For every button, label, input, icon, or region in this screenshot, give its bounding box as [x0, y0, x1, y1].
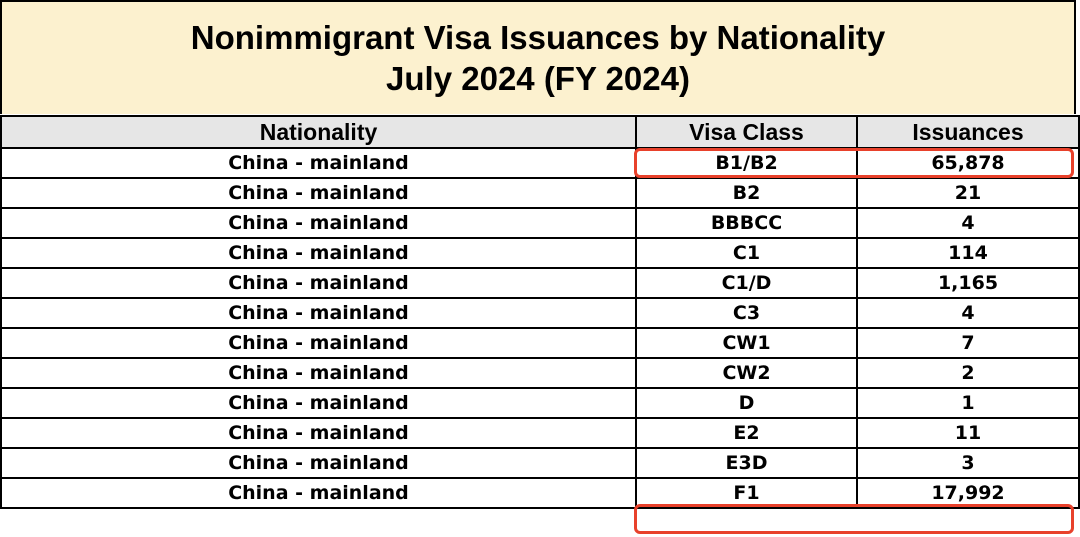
nationality-cell: China - mainland: [0, 417, 637, 449]
visa-class-cell: C1/D: [635, 267, 858, 299]
nationality-cell: China - mainland: [0, 207, 637, 239]
header-row: Nationality Visa Class Issuances: [0, 115, 1080, 149]
issuances-cell: 4: [856, 207, 1080, 239]
issuances-cell: 7: [856, 327, 1080, 359]
issuances-cell: 11: [856, 417, 1080, 449]
table-row: China - mainland C1 114: [0, 237, 1080, 269]
table-row: China - mainland CW2 2: [0, 357, 1080, 389]
visa-class-cell: D: [635, 387, 858, 419]
nationality-cell: China - mainland: [0, 297, 637, 329]
visa-class-cell: CW1: [635, 327, 858, 359]
title-line-2: July 2024 (FY 2024): [386, 60, 690, 97]
table-row: China - mainland B2 21: [0, 177, 1080, 209]
nationality-cell: China - mainland: [0, 477, 637, 509]
issuances-cell: 2: [856, 357, 1080, 389]
header-visa-class: Visa Class: [635, 115, 858, 149]
nationality-cell: China - mainland: [0, 177, 637, 209]
table-row: China - mainland C3 4: [0, 297, 1080, 329]
title-line-1: Nonimmigrant Visa Issuances by Nationali…: [190, 19, 886, 56]
visa-class-cell: CW2: [635, 357, 858, 389]
nationality-cell: China - mainland: [0, 447, 637, 479]
table-row: China - mainland C1/D 1,165: [0, 267, 1080, 299]
nationality-cell: China - mainland: [0, 147, 637, 179]
issuances-cell: 1,165: [856, 267, 1080, 299]
highlight-box-f1: [634, 504, 1074, 534]
nationality-cell: China - mainland: [0, 327, 637, 359]
visa-class-cell: C1: [635, 237, 858, 269]
visa-table: Nationality Visa Class Issuances China -…: [0, 115, 1080, 509]
visa-class-cell: B2: [635, 177, 858, 209]
table-row: China - mainland F1 17,992: [0, 477, 1080, 509]
nationality-cell: China - mainland: [0, 267, 637, 299]
issuances-cell: 114: [856, 237, 1080, 269]
header-nationality: Nationality: [0, 115, 637, 149]
issuances-cell: 4: [856, 297, 1080, 329]
visa-class-cell: E3D: [635, 447, 858, 479]
visa-class-cell: C3: [635, 297, 858, 329]
table-row: China - mainland E3D 3: [0, 447, 1080, 479]
visa-class-cell: E2: [635, 417, 858, 449]
issuances-cell: 17,992: [856, 477, 1080, 509]
nationality-cell: China - mainland: [0, 357, 637, 389]
nationality-cell: China - mainland: [0, 237, 637, 269]
table-title: Nonimmigrant Visa Issuances by Nationali…: [0, 0, 1076, 114]
table-row: China - mainland CW1 7: [0, 327, 1080, 359]
table-row: China - mainland D 1: [0, 387, 1080, 419]
visa-class-cell: BBBCC: [635, 207, 858, 239]
issuances-cell: 3: [856, 447, 1080, 479]
issuances-cell: 21: [856, 177, 1080, 209]
nationality-cell: China - mainland: [0, 387, 637, 419]
table-row: China - mainland BBBCC 4: [0, 207, 1080, 239]
issuances-cell: 65,878: [856, 147, 1080, 179]
visa-class-cell: F1: [635, 477, 858, 509]
header-issuances: Issuances: [856, 115, 1080, 149]
issuances-cell: 1: [856, 387, 1080, 419]
table-row: China - mainland E2 11: [0, 417, 1080, 449]
highlight-box-b1b2: [634, 148, 1074, 178]
